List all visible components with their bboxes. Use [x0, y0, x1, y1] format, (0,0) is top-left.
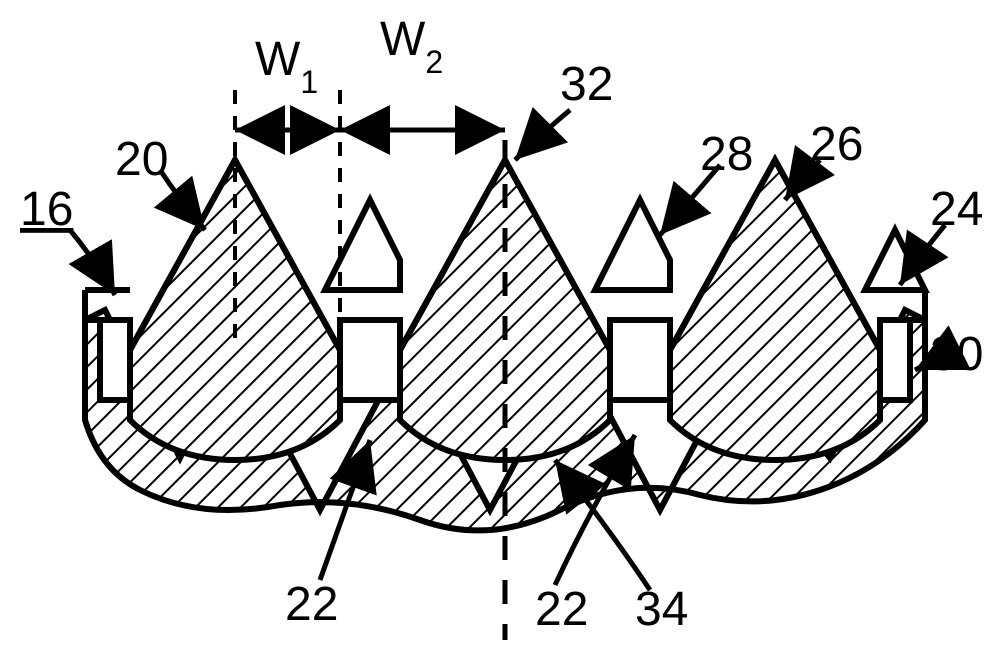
label-20: 20 [115, 133, 168, 186]
label-w1: W1 [255, 33, 318, 100]
figure-svg: W1 W2 16 20 32 28 26 24 30 22 22 34 [0, 0, 1000, 662]
label-22b: 22 [535, 583, 588, 636]
label-26: 26 [810, 118, 863, 171]
label-28: 28 [700, 128, 753, 181]
label-34: 34 [635, 583, 688, 636]
label-24: 24 [930, 183, 983, 236]
label-w2: W2 [380, 13, 443, 80]
main-body [85, 160, 925, 530]
label-22a: 22 [285, 578, 338, 631]
label-16: 16 [20, 183, 73, 236]
label-32: 32 [560, 58, 613, 111]
label-30: 30 [930, 328, 983, 381]
